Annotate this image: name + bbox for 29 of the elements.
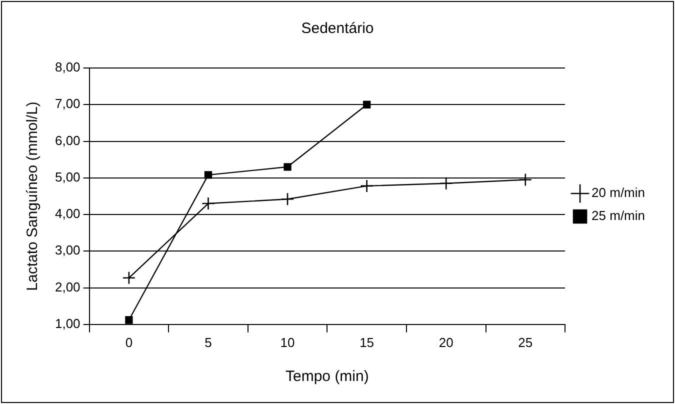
point <box>204 171 212 179</box>
point <box>122 271 136 285</box>
y-axis-title: Lactato Sanguíneo (mmol/L) <box>24 102 42 291</box>
y-tick-label: 6,00 <box>54 132 80 148</box>
point <box>439 176 453 190</box>
x-tick-label: 20 <box>438 334 454 350</box>
x-tick-label: 25 <box>518 334 533 350</box>
point <box>125 316 133 324</box>
y-tick-label: 1,00 <box>54 316 80 331</box>
y-tick-label: 3,00 <box>54 242 80 258</box>
legend-label: 25 m/min <box>592 208 646 224</box>
x-tick-label: 5 <box>204 334 212 350</box>
y-tick-label: 2,00 <box>54 279 80 294</box>
legend-label: 20 m/min <box>592 185 646 200</box>
point <box>284 163 292 171</box>
point <box>518 173 532 186</box>
y-tick-label: 5,00 <box>54 169 80 184</box>
x-tick-label: 15 <box>360 334 374 350</box>
point <box>360 179 374 193</box>
x-tick-label: 0 <box>125 334 133 350</box>
y-tick-label: 7,00 <box>54 96 80 112</box>
x-tick-label: 10 <box>280 334 295 350</box>
chart-title: Sedentário <box>301 20 374 38</box>
point <box>202 196 215 210</box>
point <box>280 192 294 206</box>
y-tick-label: 4,00 <box>54 206 80 222</box>
y-tick-label: 8,00 <box>54 60 80 75</box>
point <box>362 100 371 108</box>
x-axis-title: Tempo (min) <box>285 368 369 386</box>
